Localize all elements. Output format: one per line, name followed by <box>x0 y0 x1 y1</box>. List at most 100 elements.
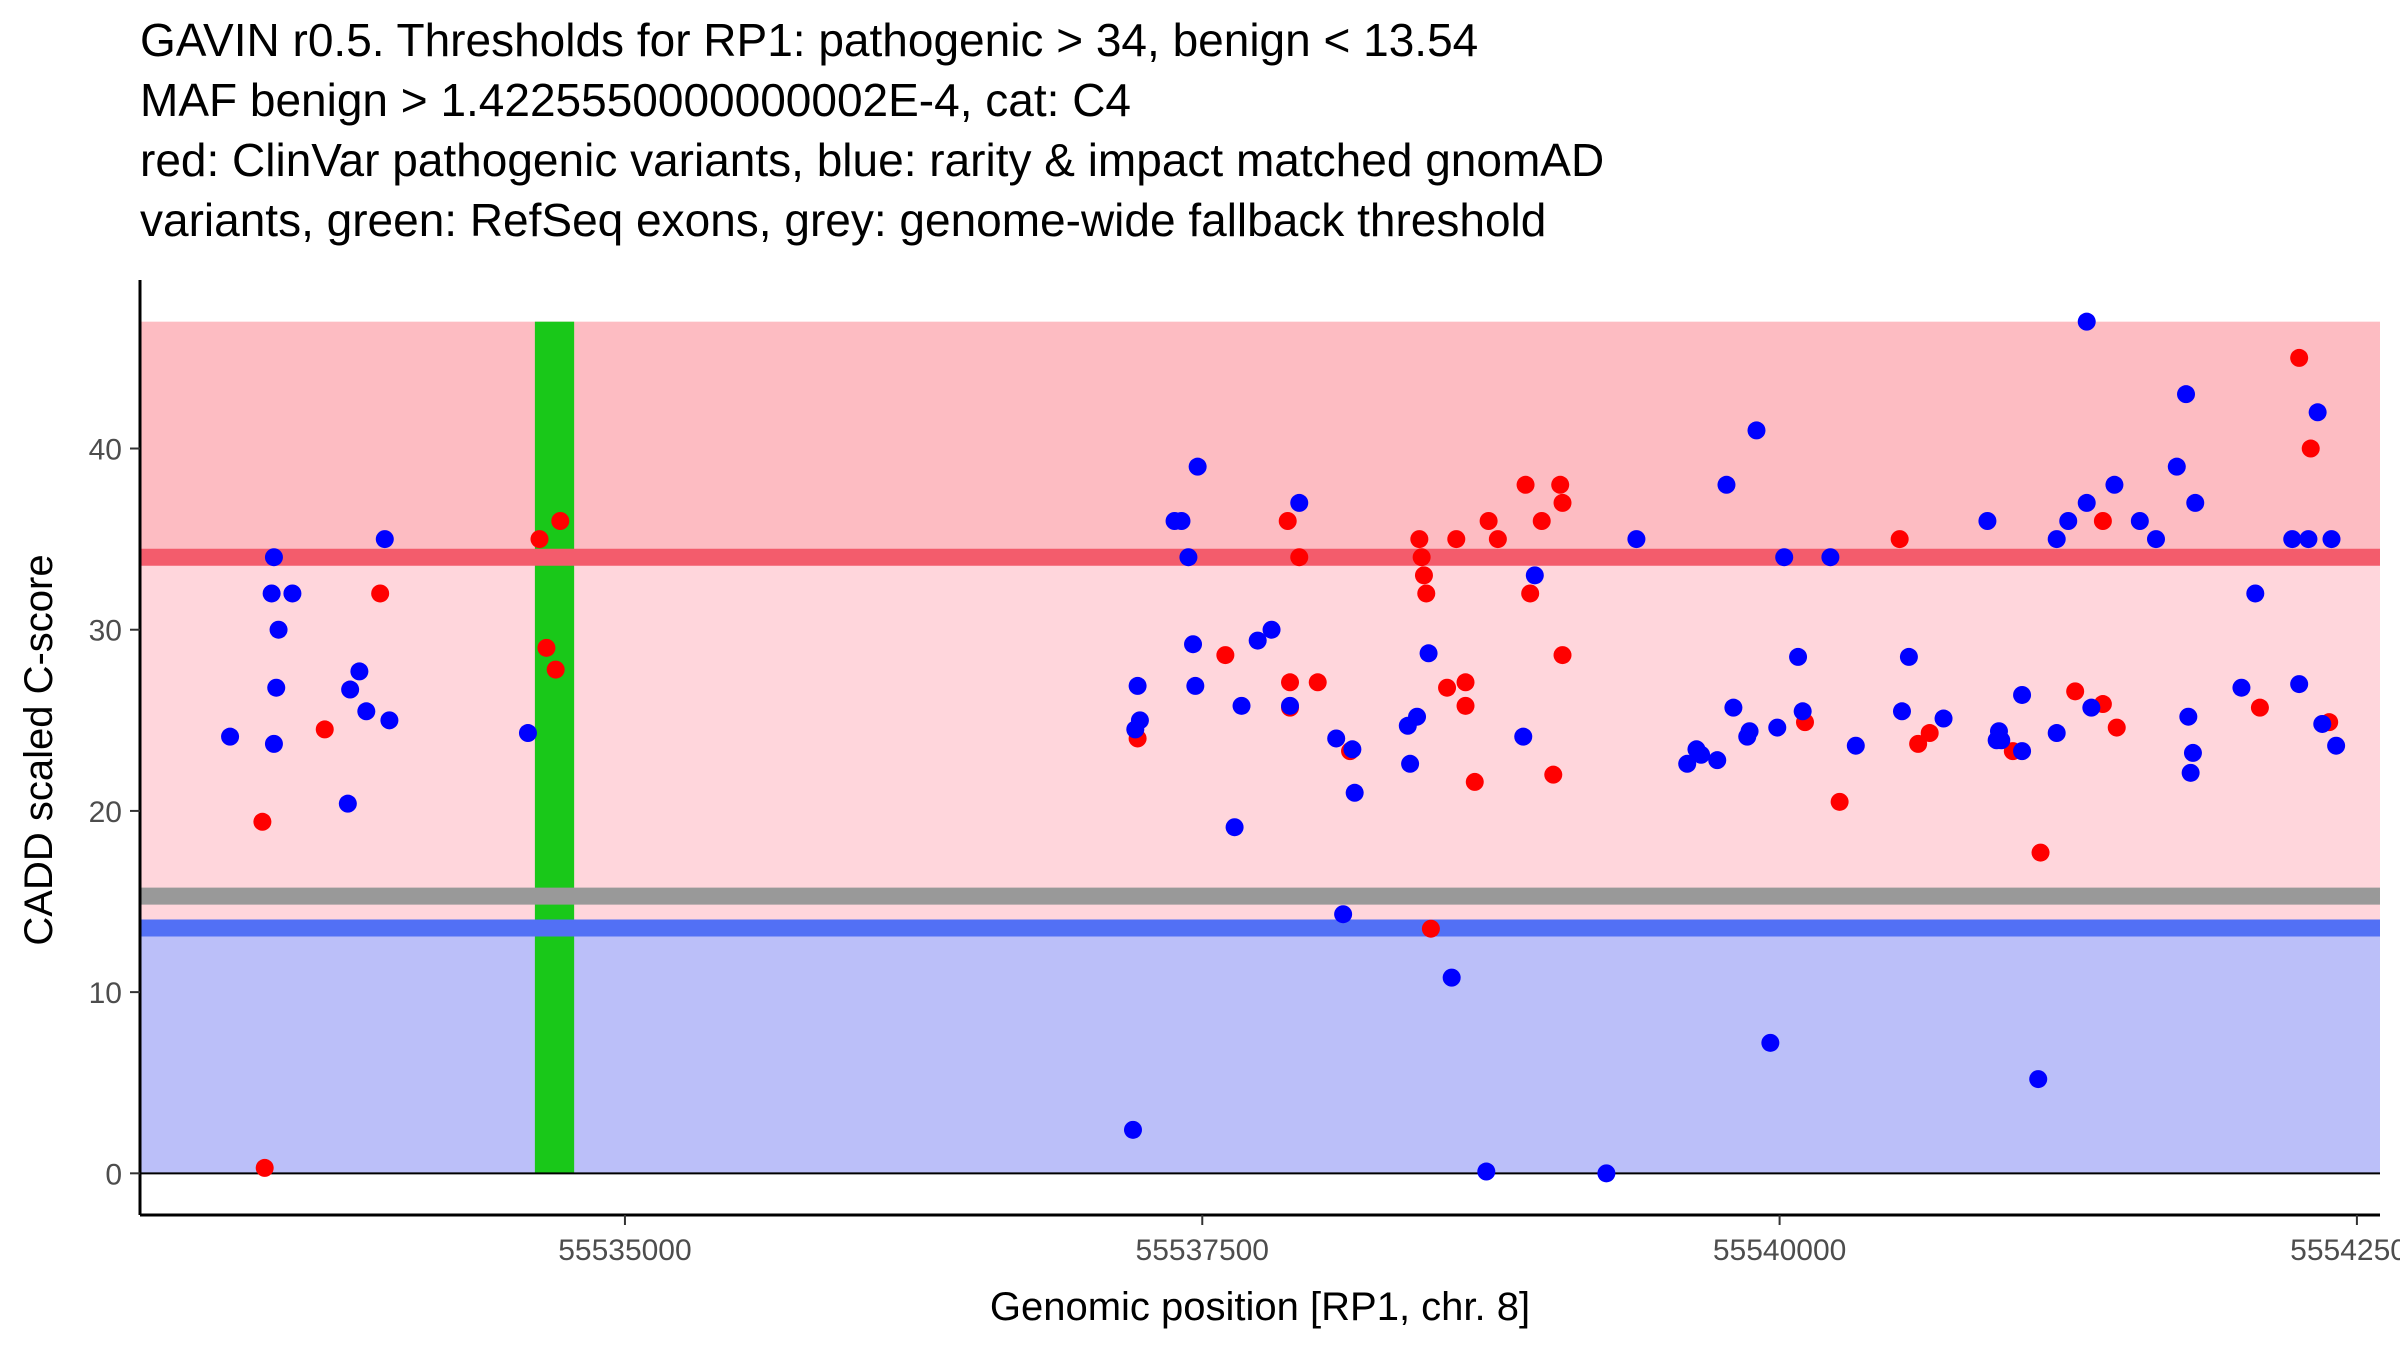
clinvar-point <box>1412 548 1431 567</box>
clinvar-point <box>253 812 272 831</box>
clinvar-point <box>1488 530 1507 549</box>
clinvar-point <box>2301 439 2320 458</box>
gnomad-point <box>1978 511 1997 530</box>
clinvar-point <box>1281 673 1300 692</box>
clinvar-point <box>530 530 549 549</box>
x-axis-title: Genomic position [RP1, chr. 8] <box>990 1285 1530 1329</box>
gnomad-point <box>1724 698 1743 717</box>
gnomad-point <box>1248 631 1267 650</box>
gnomad-point <box>375 530 394 549</box>
gnomad-point <box>1992 731 2011 750</box>
gnomad-point <box>2130 511 2149 530</box>
gnomad-point <box>283 584 302 603</box>
clinvar-point <box>1456 673 1475 692</box>
gnomad-point <box>1186 676 1205 695</box>
gnomad-point <box>2013 685 2032 704</box>
title-line-3: red: ClinVar pathogenic variants, blue: … <box>140 134 1605 186</box>
gnomad-point <box>357 702 376 721</box>
gnomad-point <box>518 724 537 743</box>
uncertain-zone <box>140 557 2380 928</box>
clinvar-point <box>546 660 565 679</box>
gnomad-point <box>221 727 240 746</box>
clinvar-point <box>255 1158 274 1177</box>
gnomad-point <box>1408 707 1427 726</box>
gnomad-point <box>1934 709 1953 728</box>
gnomad-point <box>1401 754 1420 773</box>
gnomad-point <box>1717 475 1736 494</box>
gnomad-point <box>264 734 283 753</box>
clinvar-point <box>1516 475 1535 494</box>
gnomad-point <box>1130 711 1149 730</box>
gnomad-point <box>267 678 286 697</box>
clinvar-point <box>2066 682 2085 701</box>
gnomad-point <box>1747 421 1766 440</box>
clinvar-point <box>1447 530 1466 549</box>
gnomad-point <box>2290 675 2309 694</box>
gnomad-point <box>2105 475 2124 494</box>
gnomad-point <box>1290 493 1309 512</box>
y-tick-label: 20 <box>89 796 122 829</box>
exon-regions <box>534 321 575 1174</box>
gnomad-point <box>1477 1162 1496 1181</box>
gnomad-point <box>2283 530 2302 549</box>
gnomad-point <box>1225 818 1244 837</box>
clinvar-point <box>2031 843 2050 862</box>
gnomad-point <box>2308 403 2327 422</box>
clinvar-point <box>1290 548 1309 567</box>
y-tick-label: 40 <box>89 434 122 467</box>
clinvar-point <box>1465 772 1484 791</box>
gnomad-point <box>1789 647 1808 666</box>
gnomad-point <box>1761 1033 1780 1052</box>
clinvar-point <box>2290 348 2309 367</box>
clinvar-point <box>371 584 390 603</box>
gnomad-point <box>262 584 281 603</box>
clinvar-point <box>1553 646 1572 665</box>
y-tick-label: 10 <box>89 977 122 1010</box>
y-tick-label: 30 <box>89 615 122 648</box>
gnomad-points <box>221 312 2346 1183</box>
gnomad-point <box>1442 968 1461 987</box>
clinvar-point <box>1920 724 1939 743</box>
clinvar-point <box>1830 792 1849 811</box>
gnomad-point <box>1188 457 1207 476</box>
gnomad-point <box>2179 707 2198 726</box>
clinvar-point <box>1308 673 1327 692</box>
gnomad-point <box>1281 696 1300 715</box>
gnomad-point <box>2246 584 2265 603</box>
gnomad-point <box>2167 457 2186 476</box>
gnomad-point <box>350 662 369 681</box>
gnomad-point <box>2186 493 2205 512</box>
gnomad-point <box>2299 530 2318 549</box>
gnomad-point <box>1232 696 1251 715</box>
title-line-2: MAF benign > 1.4225550000000002E-4, cat:… <box>140 74 1131 126</box>
clinvar-point <box>2107 718 2126 737</box>
gnomad-point <box>264 548 283 567</box>
gnomad-point <box>380 711 399 730</box>
gnomad-point <box>2059 511 2078 530</box>
gnomad-point <box>1327 729 1346 748</box>
pathogenic-zone <box>140 321 2380 558</box>
clinvar-point <box>1456 696 1475 715</box>
gnomad-point <box>2327 736 2346 755</box>
clinvar-point <box>1216 646 1235 665</box>
gnomad-point <box>1708 751 1727 770</box>
gnomad-point <box>2077 493 2096 512</box>
variant-points <box>221 312 2346 1183</box>
gnomad-point <box>1846 736 1865 755</box>
clinvar-point <box>537 638 556 657</box>
gnomad-point <box>1775 548 1794 567</box>
clinvar-point <box>1278 511 1297 530</box>
clinvar-point <box>1532 511 1551 530</box>
gnomad-point <box>1345 783 1364 802</box>
x-tick-label: 55540000 <box>1713 1234 1846 1267</box>
clinvar-point <box>1553 493 1572 512</box>
refseq-exon <box>534 321 575 1174</box>
gnomad-point <box>2047 724 2066 743</box>
gnomad-point <box>341 680 360 699</box>
clinvar-point <box>2093 511 2112 530</box>
gnomad-point <box>1793 702 1812 721</box>
clinvar-point <box>1521 584 1540 603</box>
gnomad-point <box>1678 754 1697 773</box>
gnomad-point <box>1334 905 1353 924</box>
